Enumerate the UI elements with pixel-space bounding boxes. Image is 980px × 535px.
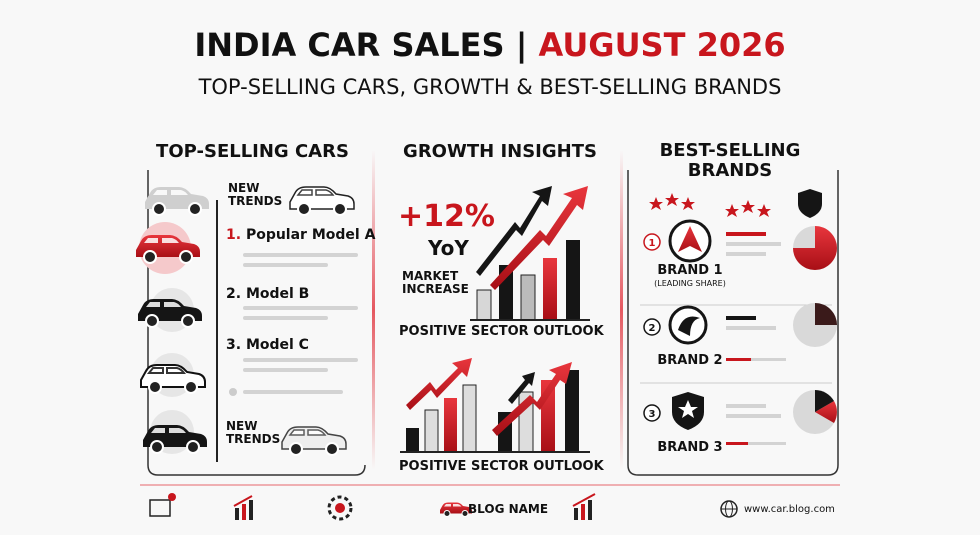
website: www.car.blog.com bbox=[744, 504, 835, 515]
brand-row: 1 bbox=[643, 219, 837, 270]
panel-frame bbox=[627, 170, 839, 476]
growth-chart bbox=[400, 358, 590, 453]
trend-label: NEW TRENDS bbox=[228, 181, 283, 209]
outlook-caption: POSITIVE SECTOR OUTLOOK bbox=[399, 459, 604, 474]
growth-chart bbox=[470, 186, 590, 321]
panel-frame bbox=[147, 170, 366, 476]
title: INDIA CAR SALES | AUGUST 2026 bbox=[0, 26, 980, 64]
car-icon bbox=[289, 186, 355, 216]
rank: 2. bbox=[226, 286, 242, 302]
outlook-caption: POSITIVE SECTOR OUTLOOK bbox=[399, 324, 604, 339]
divider bbox=[620, 150, 623, 470]
text-lines bbox=[243, 253, 358, 394]
growth-label: MARKET INCREASE bbox=[402, 269, 469, 297]
brand-name: BRAND 2 bbox=[657, 353, 723, 368]
title-highlight: AUGUST 2026 bbox=[538, 26, 786, 64]
trend-label: NEW TRENDS bbox=[226, 419, 281, 447]
section-heading: GROWTH INSIGHTS bbox=[403, 141, 597, 162]
car-icon bbox=[281, 426, 347, 456]
brand-rank: 3 bbox=[649, 409, 656, 420]
section-heading: TOP-SELLING CARS bbox=[156, 141, 349, 162]
brand-name: BRAND 1 bbox=[657, 263, 723, 278]
timeline-dot bbox=[229, 388, 237, 396]
brand-name: BRAND 3 bbox=[657, 440, 723, 455]
subtitle: TOP-SELLING CARS, GROWTH & BEST-SELLING … bbox=[198, 75, 782, 99]
brand-note: (LEADING SHARE) bbox=[654, 279, 726, 288]
brand-row: 3 bbox=[643, 390, 837, 445]
footer-icons bbox=[149, 493, 738, 521]
brand-row: 2 bbox=[643, 303, 837, 361]
growth-value: +12% bbox=[398, 199, 495, 234]
shield-icon bbox=[798, 189, 822, 218]
model-name: Model B bbox=[245, 286, 310, 302]
car-icon bbox=[144, 186, 210, 216]
section-heading: BEST-SELLING BRANDS bbox=[659, 140, 801, 181]
stars bbox=[649, 193, 771, 217]
divider bbox=[372, 150, 375, 470]
title-text: INDIA CAR SALES | bbox=[194, 26, 528, 64]
model-name: Model C bbox=[245, 337, 309, 353]
blog-name: BLOG NAME bbox=[468, 502, 549, 516]
model-name: Popular Model A bbox=[245, 227, 376, 243]
growth-period: YoY bbox=[428, 236, 469, 260]
rank: 1. bbox=[226, 227, 242, 243]
brand-rank: 2 bbox=[649, 323, 656, 334]
brand-rank: 1 bbox=[649, 238, 656, 249]
rank: 3. bbox=[226, 337, 242, 353]
